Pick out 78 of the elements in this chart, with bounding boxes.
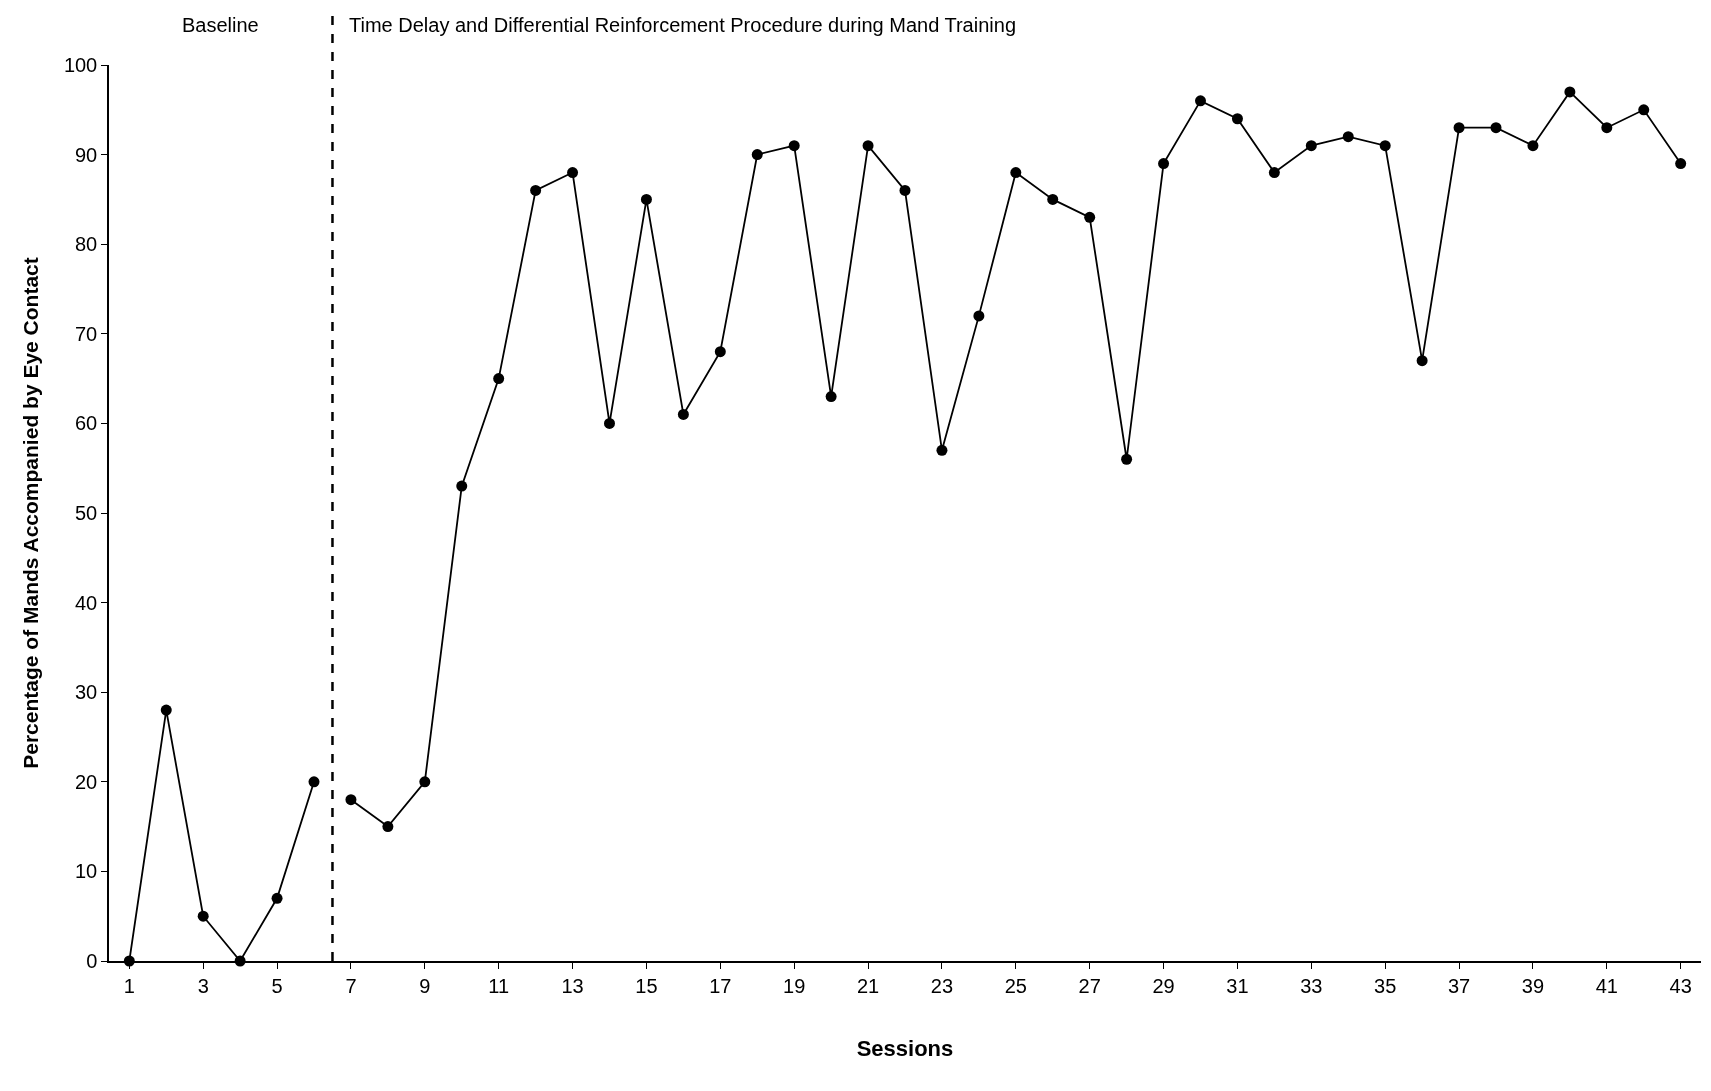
y-tick-label: 0 <box>86 950 98 972</box>
point <box>973 310 985 322</box>
y-tick-label: 20 <box>75 770 98 793</box>
point <box>1601 122 1613 134</box>
x-tick-label: 41 <box>1595 974 1618 997</box>
x-tick-label: 13 <box>561 974 584 997</box>
x-tick-label: 11 <box>488 974 510 997</box>
point <box>1047 193 1059 205</box>
point <box>493 373 505 385</box>
x-tick-label: 39 <box>1521 974 1545 997</box>
point <box>1231 113 1243 125</box>
point <box>1158 158 1170 170</box>
point <box>308 776 320 788</box>
point <box>1638 104 1650 116</box>
point <box>160 704 172 716</box>
point <box>825 391 837 403</box>
y-tick-label: 30 <box>75 681 98 704</box>
point <box>382 821 394 833</box>
point <box>1527 140 1539 152</box>
y-tick-label: 50 <box>75 502 98 524</box>
point <box>1084 211 1096 223</box>
point <box>640 193 652 205</box>
point <box>751 149 763 161</box>
point <box>1564 86 1576 98</box>
point <box>1416 355 1428 367</box>
x-tick-label: 9 <box>419 974 431 997</box>
x-tick-label: 27 <box>1078 974 1101 997</box>
y-tick-label: 70 <box>75 322 98 345</box>
point <box>271 892 283 904</box>
x-tick-label: 5 <box>271 974 283 997</box>
x-tick-label: 1 <box>123 974 135 997</box>
point <box>936 444 948 456</box>
x-tick-label: 15 <box>635 974 658 997</box>
y-axis-title: Percentage of Mands Accompanied by Eye Contact <box>18 257 42 769</box>
x-tick-label: 37 <box>1447 974 1471 997</box>
point <box>1342 131 1354 143</box>
y-tick-label: 90 <box>75 143 98 166</box>
text: Time Delay and Differential Reinforcement Procedure during Mand Training <box>349 14 1017 36</box>
point <box>345 794 357 806</box>
point <box>567 167 579 179</box>
point <box>456 480 468 492</box>
point <box>862 140 874 152</box>
point <box>1010 167 1022 179</box>
x-tick-label: 17 <box>709 974 732 997</box>
point <box>1675 158 1687 170</box>
point <box>1195 95 1206 107</box>
x-tick-label: 23 <box>930 974 954 997</box>
x-tick-label: 29 <box>1152 974 1175 997</box>
y-tick-label: 10 <box>75 860 98 883</box>
x-tick-label: 19 <box>783 974 806 997</box>
point <box>1268 167 1280 179</box>
text: Baseline <box>182 14 259 36</box>
point <box>899 184 911 196</box>
point <box>1379 140 1391 152</box>
y-tick-label: 80 <box>75 233 98 256</box>
point <box>788 140 800 152</box>
x-tick-label: 43 <box>1669 974 1692 997</box>
point <box>714 346 726 358</box>
y-tick-label: 100 <box>63 54 98 76</box>
point <box>604 417 615 429</box>
point <box>1121 453 1133 465</box>
point <box>1453 122 1465 134</box>
point <box>1490 122 1502 134</box>
x-tick-label: 25 <box>1004 974 1027 997</box>
x-tick-label: 35 <box>1374 974 1397 997</box>
x-tick-label: 7 <box>345 974 357 997</box>
x-tick-label: 3 <box>197 974 209 997</box>
point <box>197 910 209 922</box>
point <box>1305 140 1317 152</box>
point <box>677 408 689 420</box>
y-tick-label: 40 <box>75 591 98 614</box>
point <box>419 776 431 788</box>
x-tick-label: 33 <box>1300 974 1323 997</box>
x-tick-label: 21 <box>856 974 880 997</box>
x-tick-label: 31 <box>1226 974 1249 997</box>
x-axis-title: Sessions <box>856 1036 954 1062</box>
y-tick-label: 60 <box>75 412 98 435</box>
point <box>530 184 542 196</box>
